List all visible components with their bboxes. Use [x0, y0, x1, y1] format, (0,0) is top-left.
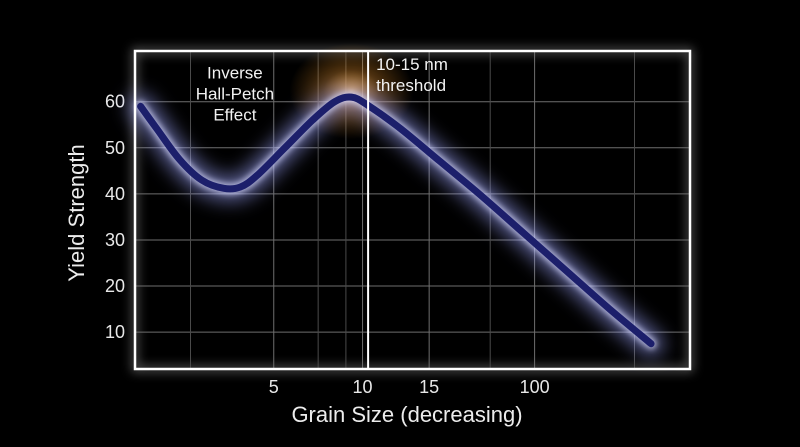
x-tick-label: 15	[419, 377, 439, 397]
annotation-line: Effect	[213, 106, 256, 125]
x-axis-title: Grain Size (decreasing)	[291, 402, 522, 427]
y-tick-label: 10	[105, 322, 125, 342]
y-axis-ticks: 10 20 30 40 50 60	[105, 92, 125, 342]
y-tick-label: 20	[105, 276, 125, 296]
x-axis-ticks: 5 10 15 100	[269, 377, 550, 397]
annotation-line: Inverse	[207, 64, 263, 83]
annotation-line: Hall-Petch	[196, 85, 274, 104]
inverse-hall-petch-annotation: Inverse Hall-Petch Effect	[196, 64, 274, 125]
y-tick-label: 40	[105, 184, 125, 204]
y-tick-label: 60	[105, 92, 125, 112]
y-axis-title: Yield Strength	[64, 144, 89, 281]
series-line	[137, 93, 655, 348]
y-tick-label: 30	[105, 230, 125, 250]
threshold-label-line: 10-15 nm	[376, 55, 448, 74]
x-tick-label: 5	[269, 377, 279, 397]
threshold-label-line: threshold	[376, 76, 446, 95]
threshold-label: 10-15 nm threshold	[376, 55, 448, 95]
plot-frame	[133, 49, 692, 371]
x-tick-label: 100	[520, 377, 550, 397]
y-tick-label: 50	[105, 138, 125, 158]
curve-glow	[127, 83, 665, 357]
x-tick-label: 10	[353, 377, 373, 397]
